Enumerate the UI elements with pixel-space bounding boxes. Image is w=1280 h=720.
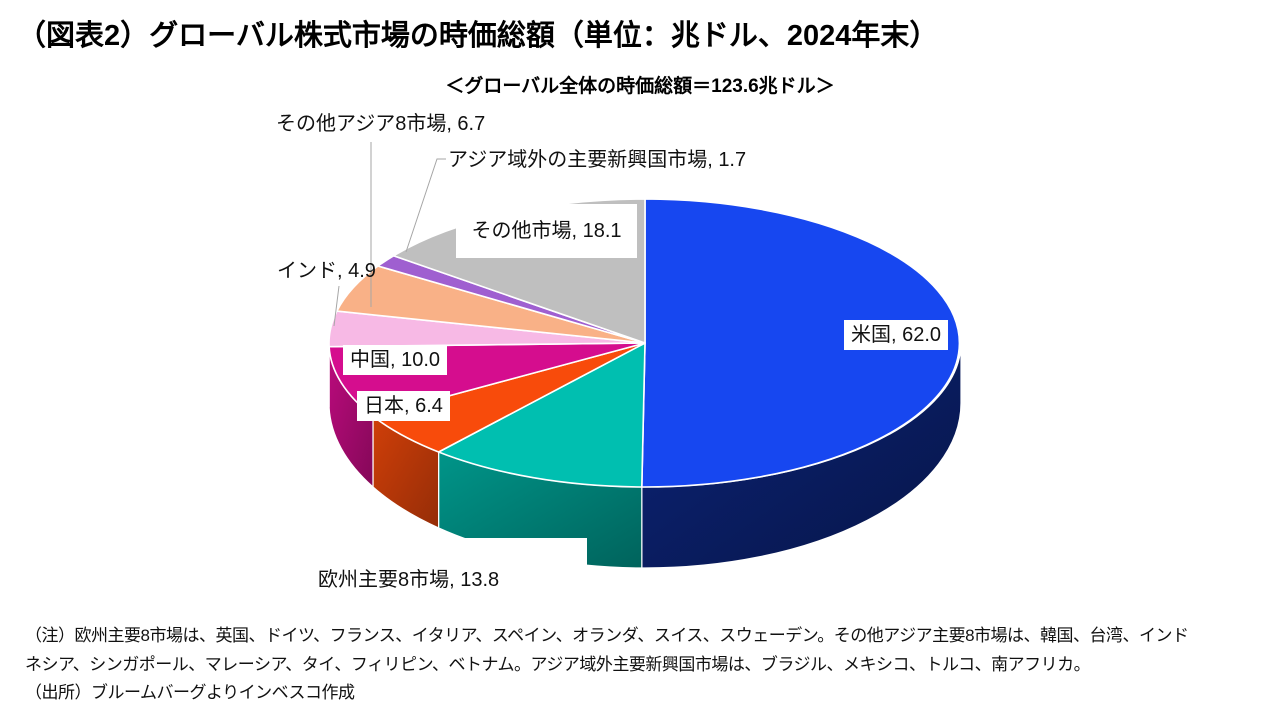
pie-slice-label: アジア域外の主要新興国市場, 1.7 [448,149,747,171]
pie-slice-label: その他アジア8市場, 6.7 [276,113,486,135]
pie-slice-label: 中国, 10.0 [343,345,448,375]
pie-slice-label: 米国, 62.0 [844,320,949,350]
pie-chart-3d [328,142,961,600]
chart-subtitle: ＜グローバル全体の時価総額＝123.6兆ドル＞ [445,76,835,97]
pie-slice-label: 欧州主要8市場, 13.8 [318,569,500,591]
chart-title: （図表2）グローバル株式市場の時価総額（単位：兆ドル、2024年末） [17,20,939,52]
footnotes: （注）欧州主要8市場は、英国、ドイツ、フランス、イタリア、スペイン、オランダ、ス… [25,622,1263,708]
label-leader-line [405,158,446,253]
source-line: （出所）ブルームバーグよりインベスコ作成 [25,683,355,702]
pie-slice-label: インド, 4.9 [277,260,376,282]
pie-slice-label: その他市場, 18.1 [456,204,637,258]
note-line: （注）欧州主要8市場は、英国、ドイツ、フランス、イタリア、スペイン、オランダ、ス… [25,626,1189,645]
pie-slice-label: 日本, 6.4 [357,391,450,421]
pie-slice [641,198,961,488]
label-leader-line [333,285,340,327]
pie-slice [437,342,646,488]
pie-wall-step-mask [450,538,587,600]
note-line: ネシア、シンガポール、マレーシア、タイ、フィリピン、ベトナム。アジア域外主要新興… [25,654,1091,674]
